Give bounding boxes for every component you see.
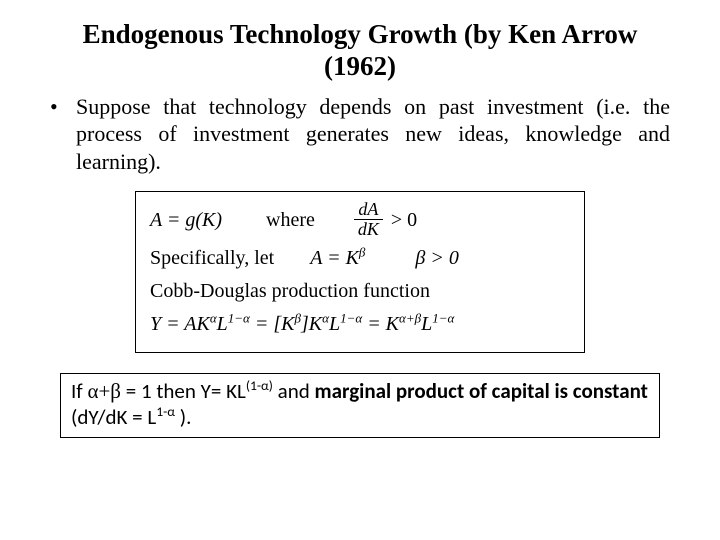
eq-beta-gt0: β > 0 bbox=[415, 247, 458, 269]
eq-gt0: > 0 bbox=[391, 209, 417, 231]
eq-where: where bbox=[266, 209, 315, 231]
slide-title: Endogenous Technology Growth (by Ken Arr… bbox=[50, 18, 670, 83]
eq-row-2: Specifically, let A = Kβ β > 0 bbox=[150, 243, 570, 274]
slide: Endogenous Technology Growth (by Ken Arr… bbox=[0, 0, 720, 540]
note-box: If α+β = 1 then Y= KL(1-α) and marginal … bbox=[60, 373, 660, 438]
note-post1: (dY/dK = L bbox=[71, 404, 156, 430]
note-pre: If bbox=[71, 378, 87, 404]
eq-row-4: Y = AKαL1−α = [Kβ]KαL1−α = Kα+βL1−α bbox=[150, 309, 570, 340]
eq-frac: dA dK bbox=[354, 200, 383, 239]
eq-specifically: Specifically, let bbox=[150, 247, 274, 269]
eq-row-1: A = g(K) where dA dK > 0 bbox=[150, 202, 570, 241]
eq-frac-den: dK bbox=[354, 220, 383, 239]
equation-box: A = g(K) where dA dK > 0 Specifically, l… bbox=[135, 191, 585, 353]
note-post2: ). bbox=[175, 404, 191, 430]
note-bold: marginal product of capital is constant bbox=[315, 378, 648, 404]
note-mid: = 1 then Y= KL bbox=[121, 378, 246, 404]
eq-row-3: Cobb-Douglas production function bbox=[150, 276, 570, 307]
note-ab: α+β bbox=[87, 379, 121, 403]
note-exp2: 1-α bbox=[156, 403, 175, 420]
eq-frac-num: dA bbox=[354, 200, 383, 220]
note-mid2: and bbox=[273, 378, 315, 404]
eq-a-gk: A = g(K) bbox=[150, 209, 222, 231]
bullet-text: Suppose that technology depends on past … bbox=[50, 93, 670, 176]
eq-a-kb: A = Kβ bbox=[310, 247, 365, 269]
note-exp1: (1-α) bbox=[246, 377, 273, 394]
